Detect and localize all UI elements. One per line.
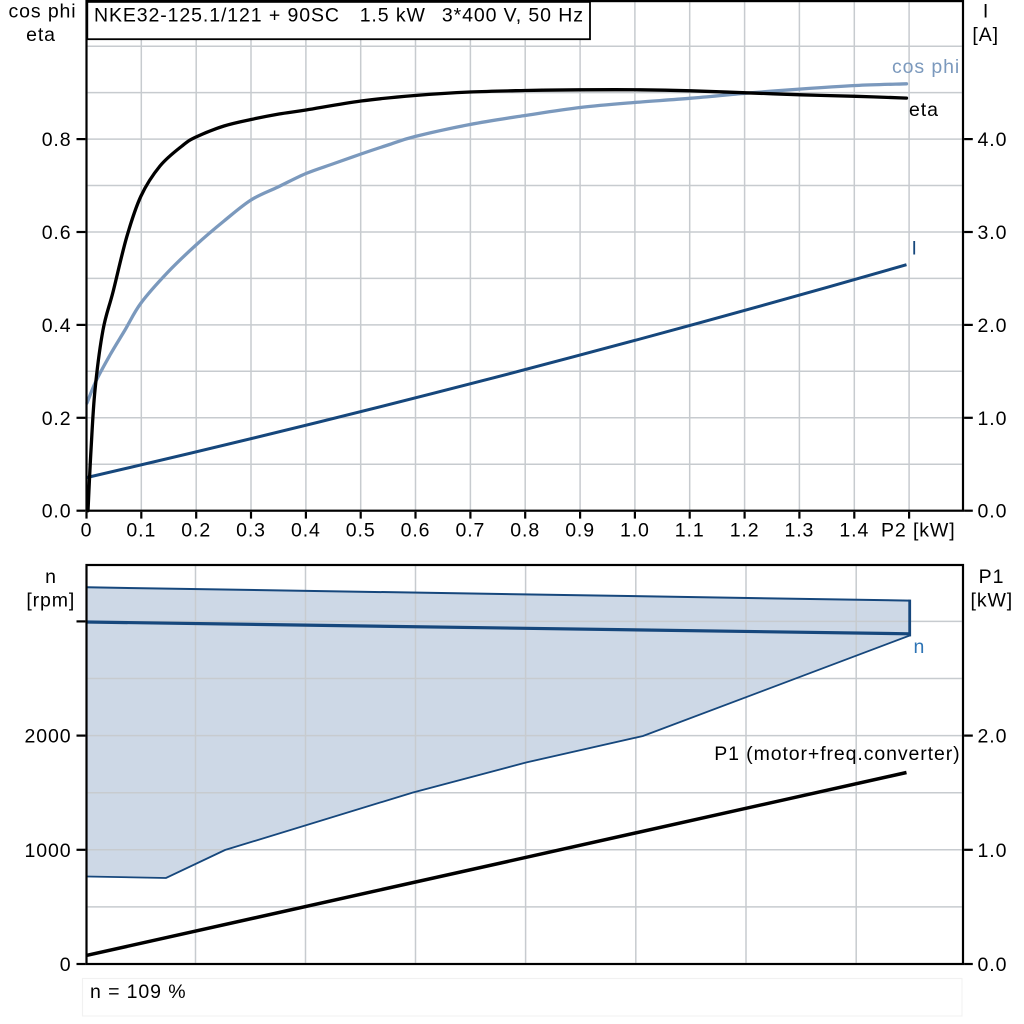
svg-text:0.5: 0.5	[346, 520, 376, 542]
svg-text:0.0: 0.0	[42, 501, 72, 523]
svg-text:[rpm]: [rpm]	[26, 589, 75, 611]
svg-text:n: n	[45, 566, 57, 588]
svg-text:I: I	[983, 1, 989, 23]
svg-text:0.2: 0.2	[42, 408, 72, 430]
svg-text:1.1: 1.1	[675, 520, 705, 542]
svg-text:0.8: 0.8	[510, 520, 540, 542]
svg-text:0.6: 0.6	[42, 222, 72, 244]
svg-text:0.0: 0.0	[978, 501, 1008, 523]
svg-text:3.0: 3.0	[978, 222, 1008, 244]
svg-text:1000: 1000	[25, 840, 72, 862]
svg-text:2.0: 2.0	[978, 726, 1008, 748]
svg-text:0: 0	[60, 954, 72, 976]
svg-text:1.0: 1.0	[978, 408, 1008, 430]
svg-text:cos phi: cos phi	[892, 56, 960, 78]
svg-text:0.0: 0.0	[978, 954, 1008, 976]
svg-text:0.3: 0.3	[236, 520, 266, 542]
svg-text:eta: eta	[909, 99, 939, 121]
svg-text:n = 109 %: n = 109 %	[90, 981, 186, 1003]
svg-text:4.0: 4.0	[978, 129, 1008, 151]
svg-text:P1 (motor+freq.converter): P1 (motor+freq.converter)	[714, 743, 960, 765]
svg-text:1.5 kW: 1.5 kW	[360, 5, 426, 27]
svg-text:1.0: 1.0	[620, 520, 650, 542]
svg-text:0.9: 0.9	[565, 520, 595, 542]
svg-text:0: 0	[81, 520, 93, 542]
svg-text:1.2: 1.2	[730, 520, 760, 542]
svg-text:[A]: [A]	[972, 24, 999, 46]
svg-text:1.0: 1.0	[978, 840, 1008, 862]
svg-text:3*400 V, 50 Hz: 3*400 V, 50 Hz	[442, 5, 584, 27]
svg-text:2.0: 2.0	[978, 315, 1008, 337]
svg-text:[kW]: [kW]	[971, 590, 1014, 612]
svg-text:0.7: 0.7	[455, 520, 485, 542]
svg-text:1.4: 1.4	[839, 520, 869, 542]
svg-text:cos phi: cos phi	[8, 1, 76, 23]
svg-text:I: I	[912, 238, 918, 260]
svg-text:0.4: 0.4	[42, 315, 72, 337]
svg-text:P2 [kW]: P2 [kW]	[881, 520, 956, 542]
svg-text:0.4: 0.4	[291, 520, 321, 542]
svg-text:0.1: 0.1	[126, 520, 156, 542]
svg-text:1.3: 1.3	[784, 520, 814, 542]
svg-text:0.6: 0.6	[401, 520, 431, 542]
svg-text:0.8: 0.8	[42, 129, 72, 151]
svg-text:n: n	[914, 636, 926, 658]
svg-text:P1: P1	[979, 566, 1005, 588]
svg-text:0.2: 0.2	[181, 520, 211, 542]
svg-text:NKE32-125.1/121 + 90SC: NKE32-125.1/121 + 90SC	[94, 5, 340, 27]
svg-text:2000: 2000	[25, 726, 72, 748]
svg-text:eta: eta	[26, 24, 56, 46]
